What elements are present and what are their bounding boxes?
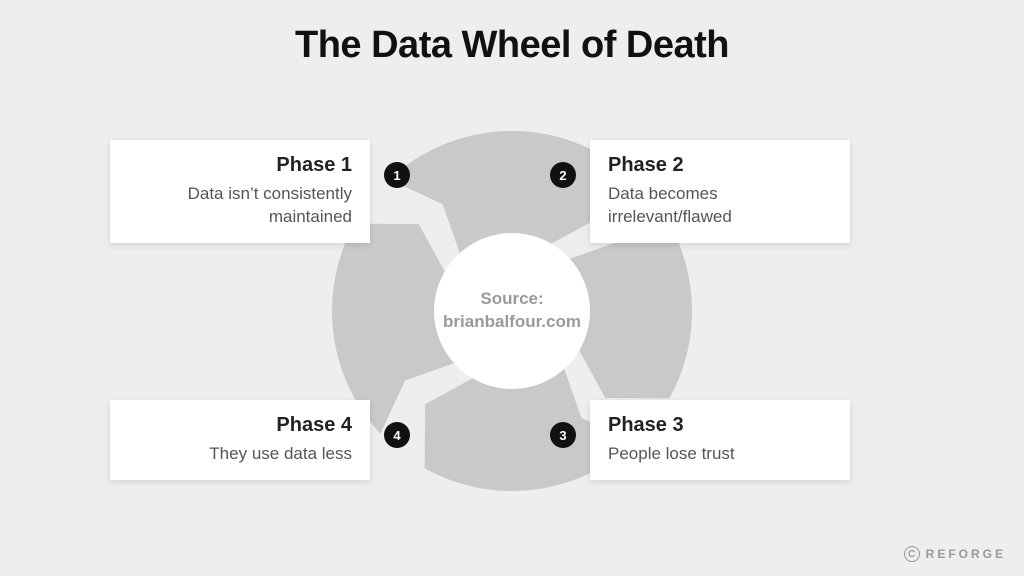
phase-card-4: Phase 4 They use data less: [110, 400, 370, 480]
phase-body: They use data less: [128, 443, 352, 466]
page-title: The Data Wheel of Death: [0, 24, 1024, 67]
attribution-text: REFORGE: [926, 547, 1006, 561]
phase-title: Phase 4: [128, 414, 352, 437]
attribution: C REFORGE: [904, 546, 1006, 562]
phase-card-2: Phase 2 Data becomes irrelevant/flawed: [590, 140, 850, 243]
copyright-icon: C: [904, 546, 920, 562]
source-line2: brianbalfour.com: [443, 311, 581, 334]
phase-badge-4: 4: [384, 422, 410, 448]
phase-card-1: Phase 1 Data isn’t consistently maintaine…: [110, 140, 370, 243]
phase-badge-3: 3: [550, 422, 576, 448]
phase-title: Phase 2: [608, 154, 832, 177]
phase-title: Phase 1: [128, 154, 352, 177]
phase-badge-1: 1: [384, 162, 410, 188]
phase-badge-2: 2: [550, 162, 576, 188]
phase-title: Phase 3: [608, 414, 832, 437]
infographic-stage: The Data Wheel of Death Source: brianbal…: [0, 0, 1024, 576]
phase-body: Data becomes irrelevant/flawed: [608, 183, 832, 229]
source-label: Source: brianbalfour.com: [443, 288, 581, 334]
phase-body: People lose trust: [608, 443, 832, 466]
phase-body: Data isn’t consistently maintained: [128, 183, 352, 229]
source-line1: Source:: [443, 288, 581, 311]
phase-card-3: Phase 3 People lose trust: [590, 400, 850, 480]
